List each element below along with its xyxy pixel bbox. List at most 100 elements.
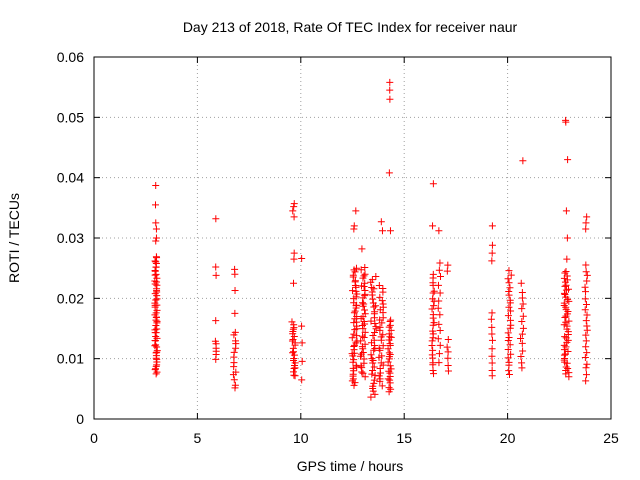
data-point bbox=[288, 318, 296, 326]
data-point bbox=[504, 329, 512, 337]
data-point bbox=[583, 322, 591, 330]
data-point bbox=[504, 346, 512, 354]
data-point bbox=[387, 365, 395, 373]
data-point bbox=[386, 351, 394, 359]
data-point bbox=[385, 349, 393, 357]
x-tick-label: 15 bbox=[396, 430, 412, 446]
data-point bbox=[298, 322, 306, 330]
data-point bbox=[289, 368, 297, 376]
data-point bbox=[507, 271, 515, 279]
data-point bbox=[212, 271, 220, 279]
data-point bbox=[429, 346, 437, 354]
data-point bbox=[581, 306, 589, 314]
data-point bbox=[434, 335, 442, 343]
data-point bbox=[350, 330, 358, 338]
y-tick-label: 0.03 bbox=[57, 230, 84, 246]
data-point bbox=[564, 156, 572, 164]
data-point bbox=[429, 311, 437, 319]
data-point bbox=[504, 337, 512, 345]
data-point bbox=[435, 359, 443, 367]
data-point bbox=[298, 376, 306, 384]
data-point bbox=[378, 382, 386, 390]
data-point bbox=[387, 385, 395, 393]
data-point bbox=[352, 207, 360, 215]
data-point bbox=[518, 359, 526, 367]
data-point bbox=[582, 261, 590, 269]
data-point bbox=[360, 272, 368, 280]
data-point bbox=[369, 356, 377, 364]
data-point bbox=[504, 275, 512, 283]
data-point bbox=[488, 249, 496, 257]
data-point bbox=[507, 350, 515, 358]
data-point bbox=[505, 279, 513, 287]
data-point bbox=[430, 302, 438, 310]
data-point bbox=[488, 323, 496, 331]
data-point bbox=[387, 316, 395, 324]
data-point bbox=[436, 326, 444, 334]
data-point bbox=[212, 215, 220, 223]
data-point bbox=[506, 316, 514, 324]
data-point bbox=[349, 287, 357, 295]
data-point bbox=[582, 343, 590, 351]
data-point bbox=[386, 318, 394, 326]
data-point bbox=[379, 284, 387, 292]
data-point bbox=[361, 279, 369, 287]
data-point bbox=[152, 225, 160, 233]
data-point bbox=[488, 352, 496, 360]
data-point bbox=[444, 362, 452, 370]
data-point bbox=[290, 255, 298, 263]
data-point bbox=[505, 287, 513, 295]
data-point bbox=[444, 354, 452, 362]
data-point bbox=[519, 347, 527, 355]
data-point bbox=[430, 319, 438, 327]
data-point bbox=[386, 362, 394, 370]
data-point bbox=[369, 382, 377, 390]
data-point bbox=[231, 381, 239, 389]
data-point bbox=[349, 271, 357, 279]
data-point bbox=[582, 300, 590, 308]
data-point bbox=[230, 348, 238, 356]
data-point bbox=[376, 293, 384, 301]
data-point bbox=[151, 257, 159, 265]
data-point bbox=[152, 201, 159, 209]
data-point bbox=[370, 346, 378, 354]
data-point bbox=[488, 359, 496, 367]
data-point bbox=[361, 310, 369, 318]
data-point bbox=[443, 267, 451, 275]
data-point bbox=[152, 370, 160, 378]
data-point bbox=[519, 157, 527, 165]
data-point bbox=[444, 261, 452, 269]
data-point bbox=[370, 329, 378, 337]
data-point bbox=[352, 339, 360, 347]
data-point bbox=[231, 309, 239, 317]
data-point bbox=[518, 339, 526, 347]
data-point bbox=[369, 299, 377, 307]
data-point bbox=[372, 323, 380, 331]
data-point bbox=[444, 348, 452, 356]
data-point bbox=[368, 288, 376, 296]
x-tick-label: 0 bbox=[90, 430, 98, 446]
data-point bbox=[505, 358, 513, 366]
data-point bbox=[378, 352, 386, 360]
data-point bbox=[353, 363, 361, 371]
data-point bbox=[386, 95, 394, 103]
data-point bbox=[582, 364, 590, 372]
data-point bbox=[562, 116, 570, 124]
data-point bbox=[505, 334, 513, 342]
data-point bbox=[290, 213, 298, 221]
data-point bbox=[375, 281, 383, 289]
data-point bbox=[488, 222, 496, 230]
data-point bbox=[428, 305, 436, 313]
data-point bbox=[385, 169, 393, 177]
data-point bbox=[562, 343, 570, 351]
data-point bbox=[429, 295, 437, 303]
data-point bbox=[443, 343, 451, 351]
chart-title: Day 213 of 2018, Rate Of TEC Index for r… bbox=[183, 19, 518, 35]
data-point bbox=[290, 200, 298, 208]
data-point bbox=[371, 308, 379, 316]
data-point bbox=[152, 219, 160, 227]
data-point bbox=[361, 340, 369, 348]
data-point bbox=[562, 281, 570, 289]
data-point bbox=[488, 336, 496, 344]
